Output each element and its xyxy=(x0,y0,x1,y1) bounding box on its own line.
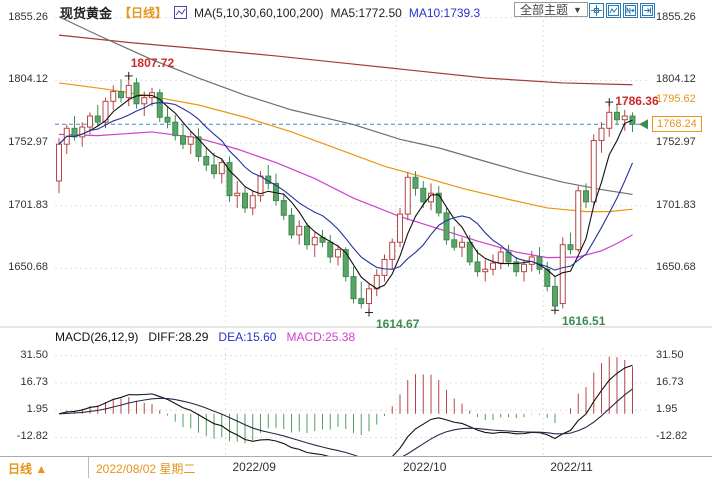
indicator-chart-icon[interactable] xyxy=(174,6,188,19)
theme-select-button[interactable]: 全部主题 ▼ xyxy=(514,2,588,17)
chevron-down-icon: ▼ xyxy=(573,4,582,15)
chart-header: 现货黄金 【日线】 MA(5,10,30,60,100,200) MA5:177… xyxy=(60,3,480,22)
go-to-latest-icon[interactable] xyxy=(640,3,655,18)
period-tag: 【日线】 xyxy=(119,6,168,20)
chart-toolbar xyxy=(589,3,655,18)
period-label: 日线 xyxy=(8,462,33,476)
footer-divider xyxy=(88,457,89,478)
month-label: 2022/10 xyxy=(403,460,447,474)
first-date-label: 2022/08/02 星期二 xyxy=(96,462,196,476)
month-label: 2022/09 xyxy=(232,460,276,474)
indicator-window-icon[interactable] xyxy=(606,3,621,18)
period-selector[interactable]: 日线 ▲ xyxy=(8,460,47,477)
macd-settings-label: MACD(26,12,9) xyxy=(55,330,139,344)
macd-value-label: MACD:25.38 xyxy=(286,330,356,344)
diff-value-label: DIFF:28.29 xyxy=(148,330,209,344)
dea-value-label: DEA:15.60 xyxy=(218,330,277,344)
ma10-value-label: MA10:1739.3 xyxy=(408,5,481,20)
theme-select-label: 全部主题 xyxy=(520,3,569,17)
time-axis-bar: 日线 ▲ 2022/08/02 星期二 2022/09 2022/10 2022/1… xyxy=(0,456,712,478)
symbol-title: 现货黄金 xyxy=(60,6,113,21)
macd-header: MACD(26,12,9) DIFF:28.29 DEA:15.60 MACD:… xyxy=(55,330,355,344)
triangle-up-icon: ▲ xyxy=(35,462,48,476)
ma-settings-label: MA(5,10,30,60,100,200) xyxy=(194,5,324,20)
crosshair-icon[interactable] xyxy=(589,3,604,18)
play-forward-icon[interactable] xyxy=(623,3,638,18)
month-label: 2022/11 xyxy=(550,460,593,474)
ma5-value-label: MA5:1772.50 xyxy=(330,5,402,20)
